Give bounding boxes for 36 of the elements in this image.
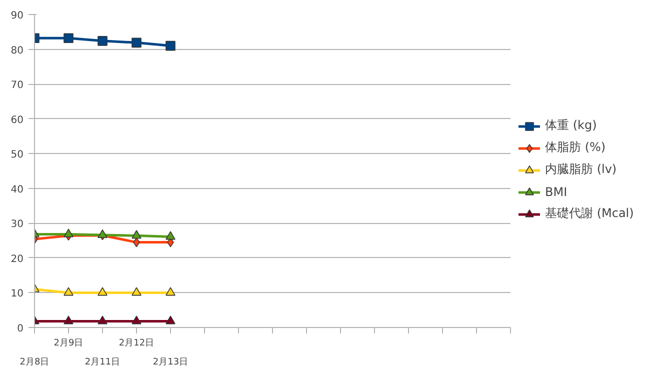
point [98,316,108,324]
point [132,287,142,296]
x-tick-label: 2月11日 [84,358,120,368]
point [132,230,142,239]
x-tick-label: 2月8日 [20,358,50,368]
legend-label: 体重 (kg) [545,117,597,134]
y-tick-label: 10 [10,288,24,300]
legend-label: 体脂肪 (%) [545,139,606,156]
x-tick-label: 2月9日 [54,338,84,348]
point [98,229,108,238]
y-tick-label: 0 [17,324,24,334]
y-tick-label: 80 [10,45,24,56]
point [166,231,176,240]
y-tick-label: 70 [10,80,24,92]
y-tick-label: 60 [10,114,24,126]
point [64,33,74,44]
point [166,40,176,51]
y-tick-label: 90 [10,10,24,22]
point [132,38,142,48]
x-tick-label: 2月13日 [152,358,188,368]
point [98,36,108,46]
point [98,287,108,296]
point [132,316,142,324]
y-tick-label: 30 [10,219,24,230]
x-tick-label: 2月12日 [118,338,154,348]
point [166,287,176,296]
y-tick-label: 20 [10,254,24,265]
point [64,287,74,296]
y-tick-label: 50 [10,150,24,161]
point [64,228,74,238]
y-tick-label: 40 [10,184,24,196]
point [64,316,74,324]
legend-label: 内臓脂肪 (lv) [545,161,617,178]
legend-label: 基礎代謝 (Mcal) [545,205,634,222]
point [166,316,176,324]
legend-label: BMI [545,184,568,198]
